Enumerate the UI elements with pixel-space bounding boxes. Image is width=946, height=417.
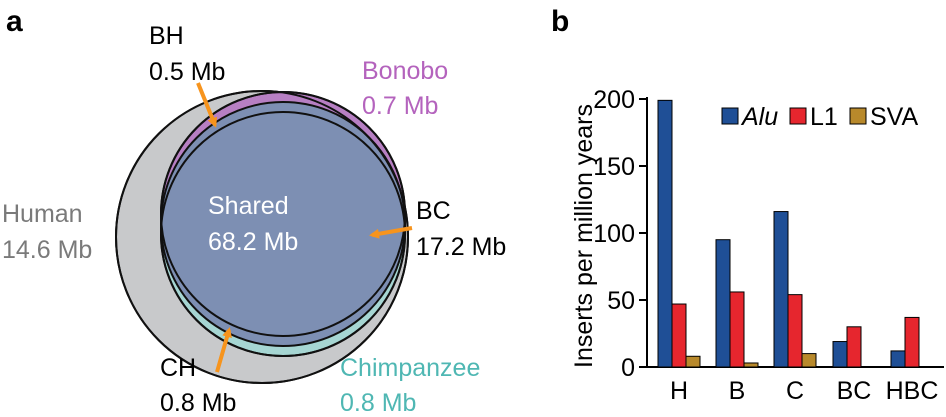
shared-label: Shared [208,192,289,220]
x-tick-label: BC [837,377,872,405]
bonobo-size: 0.7 Mb [362,92,438,120]
y-tick-label: 200 [593,86,635,114]
x-tick-label: HBC [886,377,939,405]
bc-size: 17.2 Mb [416,233,506,261]
chimpanzee-label: Chimpanzee [340,354,480,382]
bar-l1-hbc [904,316,920,368]
venn-diagram [115,90,409,384]
bar-l1-b [729,291,745,368]
ch-arrow [215,327,232,373]
ch-label: CH [160,354,196,382]
bar-sva-c [801,353,817,368]
bc-arrow [369,226,413,239]
x-tick-label: C [786,377,804,405]
x-tick-label: H [670,377,688,405]
y-tick-label: 150 [593,153,635,181]
legend-label-sva: SVA [870,103,918,131]
ch-size: 0.8 Mb [160,389,236,417]
bar-sva-b [743,362,759,368]
bonobo-label: Bonobo [362,57,448,85]
y-axis-label: Inserts per million years [570,104,598,368]
bar-alu-b [715,239,731,368]
bar-sva-h [685,355,701,368]
bar-l1-bc [846,326,862,368]
y-tick-label: 50 [607,287,635,315]
bar-alu-bc [832,341,848,368]
legend-label-l1: L1 [810,103,838,131]
shared-region [160,101,406,347]
x-tick-label: B [729,377,746,405]
human-size: 14.6 Mb [2,236,92,264]
y-tick-label: 0 [621,354,635,382]
chimpanzee-size: 0.8 Mb [340,389,416,417]
bh-arrow [196,82,218,128]
human-label: Human [2,200,83,228]
bh-label: BH [149,22,184,50]
bar-l1-h [671,303,687,368]
panel-a-letter: a [6,5,23,38]
legend-label-alu: Alu [740,103,778,131]
legend-swatch-l1 [789,107,807,125]
legend-swatch-alu [721,107,739,125]
bh-size: 0.5 Mb [149,58,225,86]
chimpanzee-outline [160,111,406,357]
human-outline [115,90,409,384]
panel-b-letter: b [551,5,569,38]
bar-alu-hbc [890,350,906,368]
shared-size: 68.2 Mb [208,228,298,256]
bar-alu-c [773,211,789,368]
bar-l1-c [787,294,803,368]
bar-alu-h [657,99,673,368]
bc-label: BC [416,197,451,225]
legend-swatch-sva [849,107,867,125]
y-tick-label: 100 [593,220,635,248]
